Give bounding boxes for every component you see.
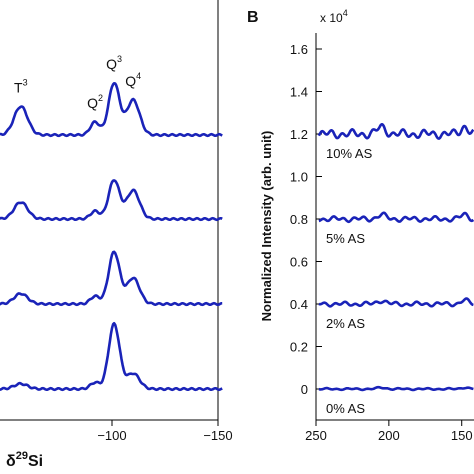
panel-b-y-tick-label: 0 bbox=[301, 382, 308, 397]
panel-b-y-tick-label: 1.6 bbox=[290, 42, 308, 57]
panel-a-peak-label: Q3 bbox=[106, 54, 122, 72]
panel-b-y-tick-label: 1.0 bbox=[290, 170, 308, 185]
panel-b-y-tick-label: 1.2 bbox=[290, 127, 308, 142]
panel-b-spectrum-line bbox=[318, 211, 474, 224]
panel-b-series-label: 2% AS bbox=[326, 316, 365, 331]
panel-b-spectrum-line bbox=[317, 123, 474, 140]
panel-b-series-label: 0% AS bbox=[326, 401, 365, 416]
panel-b-x-tick-label: 150 bbox=[451, 428, 473, 443]
panel-a-x-ticks: −100 −150 bbox=[97, 420, 233, 443]
panel-a-x-tick-label: −150 bbox=[203, 428, 232, 443]
panel-a-x-tick-label: −100 bbox=[97, 428, 126, 443]
panel-b-y-ticks: 0 0.2 0.4 0.6 0.8 1.0 1.2 1.4 1.6 bbox=[290, 42, 322, 397]
panel-b-label: B bbox=[247, 9, 259, 26]
panel-a-spectrum-line bbox=[0, 250, 223, 307]
panel-a-peak-label: Q4 bbox=[125, 71, 141, 89]
panel-b-x-ticks: 250 200 150 bbox=[305, 420, 473, 443]
panel-b-spectra bbox=[317, 123, 474, 392]
panel-b-spectrum-line bbox=[318, 297, 474, 308]
panel-a-peak-label: Q2 bbox=[87, 93, 103, 111]
panel-b-y-tick-label: 0.4 bbox=[290, 297, 308, 312]
panel-b: B x 104 0 0.2 0.4 0.6 0.8 1.0 1.2 1.4 1.6 250 200… bbox=[247, 8, 474, 443]
panel-b-series-label: 10% AS bbox=[326, 146, 373, 161]
panel-a-spectrum-line bbox=[0, 321, 223, 392]
panel-b-series-labels: 10% AS 5% AS 2% AS 0% AS bbox=[326, 146, 373, 416]
panel-a-peak-label: T3 bbox=[14, 77, 28, 95]
panel-a-x-axis-label: δ29Si bbox=[6, 450, 43, 470]
panel-a-spectrum-line bbox=[0, 179, 223, 222]
panel-b-x-tick-label: 250 bbox=[305, 428, 327, 443]
panel-b-x-tick-label: 200 bbox=[378, 428, 400, 443]
panel-b-y-multiplier: x 104 bbox=[320, 8, 348, 25]
panel-b-series-label: 5% AS bbox=[326, 231, 365, 246]
panel-b-y-tick-label: 1.4 bbox=[290, 85, 308, 100]
panel-b-y-tick-label: 0.2 bbox=[290, 340, 308, 355]
panel-b-spectrum-line bbox=[318, 385, 474, 392]
panel-a-spectra bbox=[0, 82, 223, 392]
panel-a-spectrum-line bbox=[0, 82, 223, 138]
panel-b-y-tick-label: 0.6 bbox=[290, 255, 308, 270]
panel-b-y-axis-label: Normalized Intensity (arb. unit) bbox=[259, 131, 274, 322]
panel-b-y-tick-label: 0.8 bbox=[290, 212, 308, 227]
